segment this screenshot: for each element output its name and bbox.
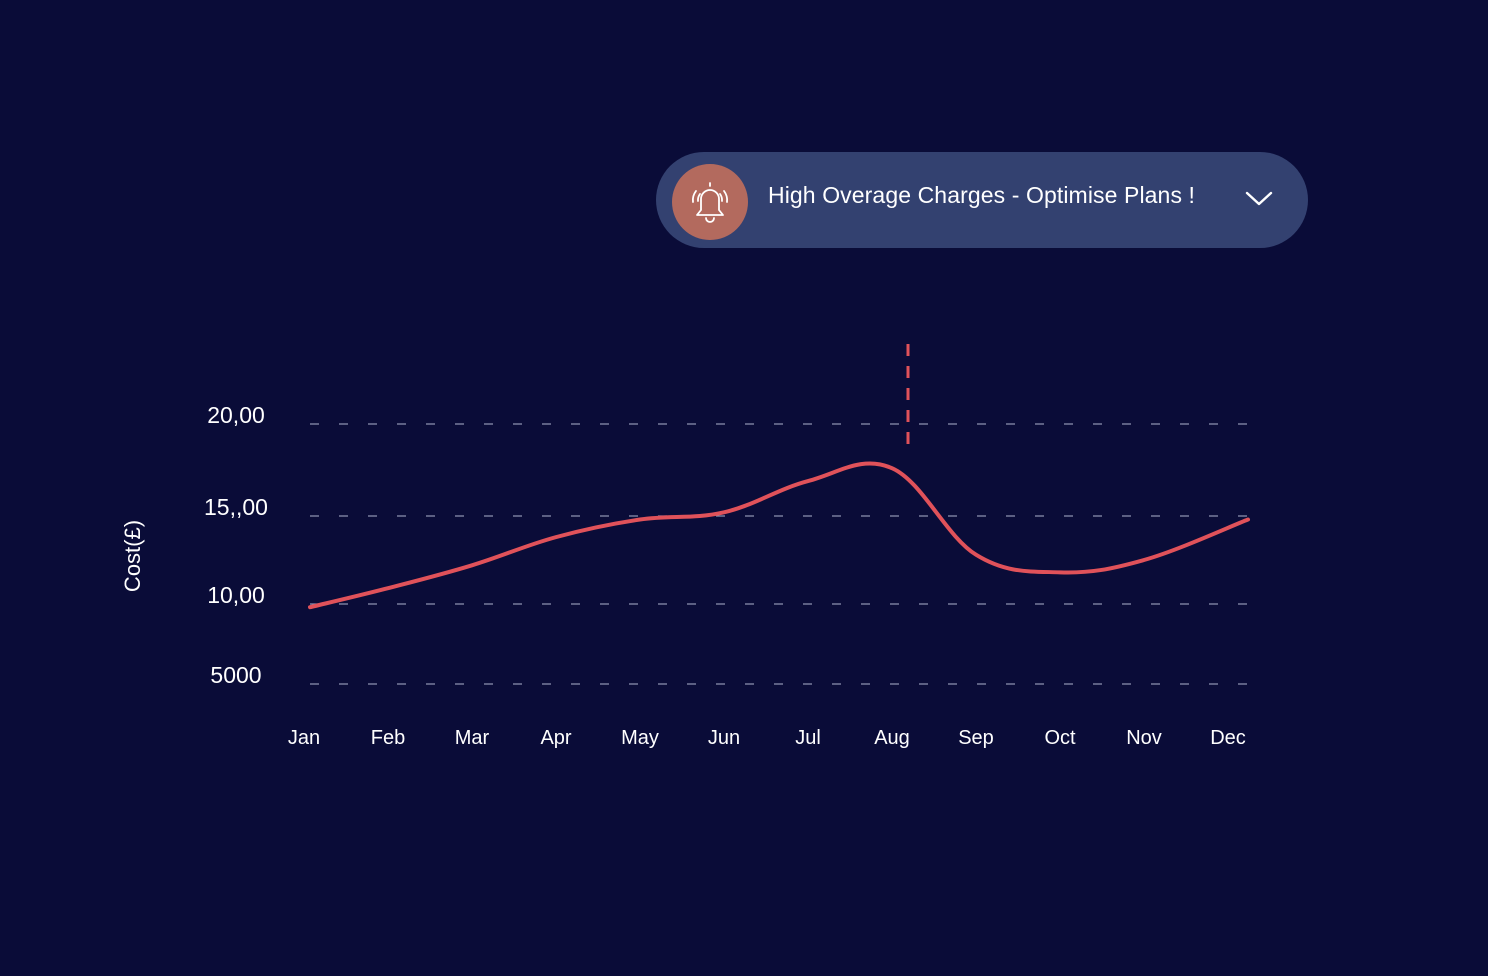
x-tick-label: Dec	[1210, 727, 1246, 749]
y-axis-label: Cost(£)	[120, 520, 145, 592]
y-tick-label: 15,,00	[204, 494, 268, 520]
alert-icon-badge	[672, 164, 748, 240]
y-tick-label: 20,00	[207, 402, 265, 428]
x-tick-label: Aug	[874, 727, 910, 749]
x-tick-label: Oct	[1044, 727, 1076, 749]
alert-message: High Overage Charges - Optimise Plans !	[768, 182, 1196, 208]
y-tick-label: 10,00	[207, 582, 265, 608]
chevron-down-icon[interactable]	[1244, 186, 1274, 210]
x-tick-label: Feb	[371, 727, 405, 749]
x-tick-label: Nov	[1126, 727, 1162, 749]
x-tick-label: Jan	[288, 727, 320, 749]
x-tick-label: Jul	[795, 727, 821, 749]
series-line-cost	[308, 461, 1250, 610]
x-tick-label: Sep	[958, 727, 994, 749]
x-tick-label: Apr	[540, 727, 571, 749]
x-tick-label: Jun	[708, 727, 740, 749]
bell-icon	[692, 182, 728, 223]
x-tick-label: Mar	[455, 727, 490, 749]
x-tick-label: May	[621, 727, 659, 749]
y-tick-label: 5000	[210, 662, 261, 688]
alert-banner[interactable]: High Overage Charges - Optimise Plans !	[656, 152, 1308, 248]
